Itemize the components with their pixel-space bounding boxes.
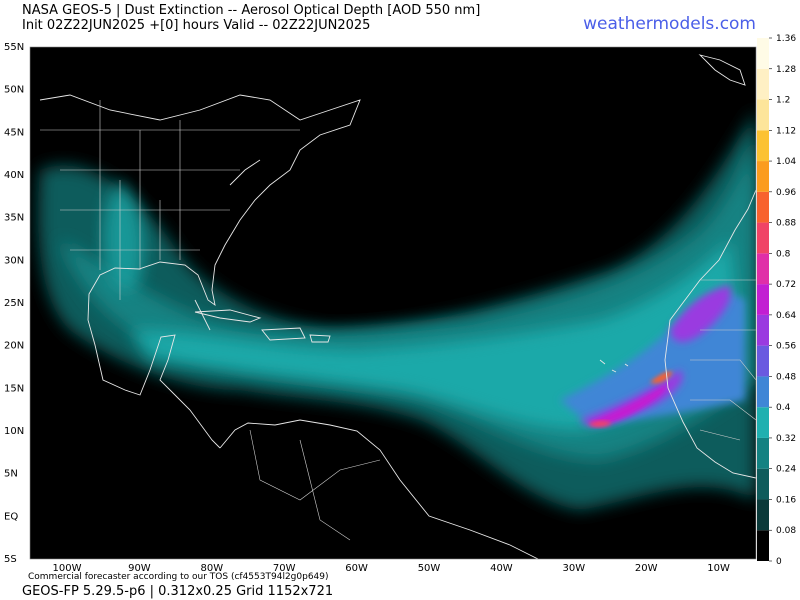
colorbar-segment xyxy=(757,345,769,377)
colorbar-label: 1.04 xyxy=(776,157,796,167)
colorbar-segment xyxy=(757,130,769,162)
colorbar-segment xyxy=(757,407,769,438)
lat-label: 15N xyxy=(4,383,24,394)
colorbar-segment xyxy=(757,161,769,192)
longitude-labels: 100W 90W 80W 70W 60W 50W 40W 30W 20W 10W xyxy=(53,563,731,574)
colorbar-segment xyxy=(757,253,769,285)
colorbar-segment xyxy=(757,314,769,346)
colorbar-label: 1.12 xyxy=(776,126,796,136)
colorbar-segment xyxy=(757,222,769,254)
colorbar-label: 0.96 xyxy=(776,188,796,198)
model-info: GEOS-FP 5.29.5-p6 | 0.312x0.25 Grid 1152… xyxy=(22,584,333,599)
colorbar-label: 1.28 xyxy=(776,65,796,75)
lat-label: 40N xyxy=(4,170,24,181)
borders xyxy=(40,100,756,541)
lon-label: 60W xyxy=(345,563,368,574)
colorbar-label: 1.36 xyxy=(776,34,796,44)
colorbar-label: 0.32 xyxy=(776,434,796,444)
colorbar-label: 0.8 xyxy=(776,249,791,259)
colorbar-label: 0.88 xyxy=(776,219,796,229)
lon-label: 70W xyxy=(273,563,296,574)
colorbar-segment xyxy=(757,437,769,469)
latitude-labels: 55N 50N 45N 40N 35N 30N 25N 20N 15N 10N 5N EQ 5S xyxy=(4,42,24,565)
title: NASA GEOS-5 | Dust Extinction -- Aerosol… xyxy=(22,3,480,18)
colorbar-segment xyxy=(757,191,769,223)
colorbar-label: 0.16 xyxy=(776,495,796,505)
colorbar-segment xyxy=(757,284,769,315)
lon-label: 50W xyxy=(418,563,441,574)
lat-label: 35N xyxy=(4,213,24,224)
lat-label: 30N xyxy=(4,255,24,266)
lat-label: 25N xyxy=(4,298,24,309)
lat-label: 50N xyxy=(4,85,24,96)
lat-label: 5S xyxy=(4,554,17,565)
colorbar: 0 0.08 0.16 0.24 0.32 0.4 0.48 0.56 0.64 0.72 0.8 0… xyxy=(757,34,796,567)
lat-label: 55N xyxy=(4,42,24,53)
brand: weathermodels.com xyxy=(583,14,756,34)
lon-label: 100W xyxy=(53,563,82,574)
colorbar-label: 0.64 xyxy=(776,311,796,321)
lat-label: 20N xyxy=(4,341,24,352)
lon-label: 40W xyxy=(490,563,513,574)
lat-label: EQ xyxy=(4,511,18,522)
dust-plume xyxy=(38,110,756,510)
colorbar-label: 0.4 xyxy=(776,403,791,413)
colorbar-label: 0 xyxy=(776,557,782,567)
map xyxy=(30,47,756,559)
colorbar-label: 0.72 xyxy=(776,280,796,290)
tos-notice: Commercial forecaster according to our T… xyxy=(28,572,329,582)
colorbar-segment xyxy=(757,376,769,408)
colorbar-label: 0.08 xyxy=(776,526,796,536)
colorbar-segment xyxy=(757,499,769,531)
lon-label: 80W xyxy=(200,563,223,574)
colorbar-segment xyxy=(757,468,769,500)
colorbar-label: 1.2 xyxy=(776,96,790,106)
colorbar-segment xyxy=(757,38,769,69)
lon-label: 90W xyxy=(128,563,151,574)
colorbar-segment xyxy=(757,68,769,100)
colorbar-label: 0.48 xyxy=(776,372,796,382)
coastlines xyxy=(39,54,756,559)
lat-label: 45N xyxy=(4,127,24,138)
colorbar-label: 0.56 xyxy=(776,342,796,352)
subtitle: Init 02Z22JUN2025 +[0] hours Valid -- 02… xyxy=(22,18,370,33)
lon-label: 20W xyxy=(635,563,658,574)
lat-label: 5N xyxy=(4,469,18,480)
lon-label: 10W xyxy=(707,563,730,574)
lat-label: 10N xyxy=(4,426,24,437)
colorbar-label: 0.24 xyxy=(776,465,796,475)
lon-label: 30W xyxy=(562,563,585,574)
colorbar-segment xyxy=(757,99,769,131)
colorbar-segment xyxy=(757,530,769,561)
